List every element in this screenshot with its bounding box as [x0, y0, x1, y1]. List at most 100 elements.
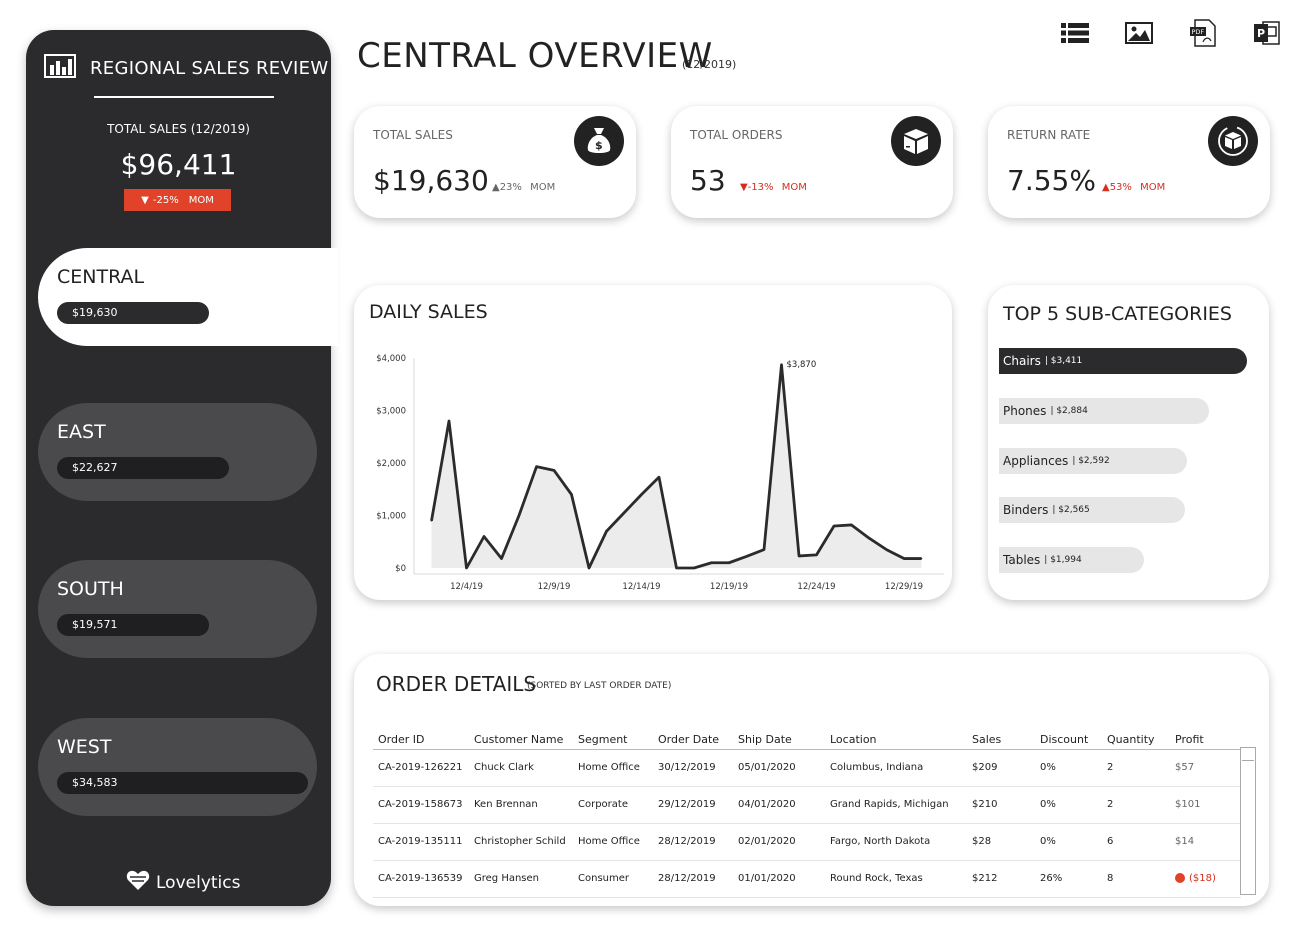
column-header[interactable]: Ship Date — [733, 731, 825, 750]
pdf-icon[interactable]: PDF — [1186, 18, 1220, 48]
cell-discount: 26% — [1035, 860, 1102, 898]
column-header[interactable]: Customer Name — [469, 731, 573, 750]
column-header[interactable]: Sales — [967, 731, 1035, 750]
cell-ship-date: 05/01/2020 — [733, 749, 825, 787]
cell-quantity: 2 — [1102, 786, 1170, 824]
list-icon[interactable] — [1058, 18, 1092, 48]
down-triangle-icon: ▼ — [141, 194, 149, 206]
cell-quantity: 8 — [1102, 860, 1170, 898]
cell-segment: Consumer — [573, 860, 653, 898]
cell-profit: ($18) — [1170, 860, 1241, 898]
top-subcategories-title: TOP 5 SUB-CATEGORIES — [1003, 303, 1232, 325]
scrollbar-thumb[interactable] — [1242, 749, 1254, 761]
bar-category-label: Binders — [1003, 503, 1049, 517]
column-header[interactable]: Location — [825, 731, 967, 750]
delta-suffix: MOM — [188, 194, 214, 206]
cell-customer: Ken Brennan — [469, 786, 573, 824]
kpi-card-return-rate: RETURN RATE 7.55% ▲53% MOM — [988, 106, 1270, 218]
order-details-subtitle: (SORTED BY LAST ORDER DATE) — [527, 681, 672, 691]
column-header[interactable]: Order Date — [653, 731, 733, 750]
cell-sales: $210 — [967, 786, 1035, 824]
column-header[interactable]: Order ID — [373, 731, 469, 750]
region-card-south[interactable]: SOUTH $19,571 — [38, 560, 317, 658]
cell-sales: $212 — [967, 860, 1035, 898]
kpi-value: 53 — [690, 164, 726, 197]
data-point — [780, 364, 783, 366]
svg-text:P: P — [1257, 27, 1265, 40]
series-area — [431, 364, 922, 568]
money-bag-icon: $ — [574, 116, 624, 166]
y-tick-label: $4,000 — [376, 354, 406, 364]
powerpoint-icon[interactable]: P — [1250, 18, 1284, 48]
kpi-card-total-orders: TOTAL ORDERS 53 ▼-13% MOM — [671, 106, 953, 218]
cell-customer: Christopher Schild — [469, 823, 573, 861]
bar-chairs[interactable]: Chairs | $3,411 — [999, 348, 1247, 374]
column-header[interactable]: Discount — [1035, 731, 1102, 750]
data-point — [763, 548, 765, 551]
kpi-delta: ▲23% MOM — [492, 182, 555, 193]
daily-sales-chart: $0 $1,000 $2,000 $3,000 $4,000 12/4/19 12/9/19… — [376, 354, 944, 592]
region-card-central[interactable]: CENTRAL $19,630 — [38, 248, 338, 346]
bar-binders[interactable]: Binders | $2,565 — [999, 497, 1186, 523]
region-sales-pill: $22,627 — [57, 457, 229, 479]
svg-text:PDF: PDF — [1192, 28, 1205, 36]
kpi-delta: ▼-13% MOM — [740, 182, 807, 193]
column-header[interactable]: Quantity — [1102, 731, 1170, 750]
column-header[interactable]: Segment — [573, 731, 653, 750]
cell-order-date: 28/12/2019 — [653, 823, 733, 861]
return-box-icon — [1208, 116, 1258, 166]
order-table: Order ID Customer Name Segment Order Dat… — [373, 731, 1241, 898]
cell-segment: Corporate — [573, 786, 653, 824]
data-point — [693, 567, 695, 569]
data-point — [815, 554, 818, 556]
data-point — [675, 567, 678, 569]
cell-sales: $28 — [967, 823, 1035, 861]
region-sales-pill: $34,583 — [57, 772, 308, 794]
table-row[interactable]: CA-2019-158673 Ken Brennan Corporate 29/… — [373, 786, 1241, 824]
region-sales-pill: $19,571 — [57, 614, 209, 636]
cell-sales: $209 — [967, 749, 1035, 787]
region-card-east[interactable]: EAST $22,627 — [38, 403, 317, 501]
x-tick-label: 12/4/19 — [450, 582, 483, 592]
region-name: WEST — [57, 736, 112, 758]
svg-text:$: $ — [595, 139, 603, 152]
data-point — [728, 561, 730, 564]
cell-segment: Home Office — [573, 823, 653, 861]
kpi-delta: ▲53% MOM — [1102, 182, 1165, 193]
region-name: SOUTH — [57, 578, 124, 600]
data-point — [605, 530, 608, 533]
total-sales-value: $96,411 — [120, 148, 237, 181]
cell-order-date: 29/12/2019 — [653, 786, 733, 824]
cell-ship-date: 02/01/2020 — [733, 823, 825, 861]
cell-order-id: CA-2019-158673 — [373, 786, 469, 824]
logo-text: Lovelytics — [156, 872, 241, 893]
peak-data-label: $3,870 — [787, 360, 817, 370]
bar-value-label: | $2,884 — [1050, 406, 1088, 416]
x-tick-label: 12/14/19 — [622, 582, 660, 592]
data-point — [710, 561, 713, 564]
column-header[interactable]: Profit — [1170, 731, 1241, 750]
cell-order-date: 30/12/2019 — [653, 749, 733, 787]
data-point — [623, 512, 625, 514]
x-tick-label: 12/24/19 — [797, 582, 835, 592]
cell-discount: 0% — [1035, 786, 1102, 824]
x-tick-label: 12/9/19 — [538, 582, 571, 592]
kpi-label: RETURN RATE — [1007, 128, 1091, 142]
page-date: (12/2019) — [682, 58, 737, 71]
total-sales-delta-badge: ▼ -25% MOM — [124, 189, 231, 211]
table-header-row: Order ID Customer Name Segment Order Dat… — [373, 731, 1241, 750]
image-icon[interactable] — [1122, 18, 1156, 48]
table-row[interactable]: CA-2019-135111 Christopher Schild Home O… — [373, 823, 1241, 861]
cell-discount: 0% — [1035, 749, 1102, 787]
bar-phones[interactable]: Phones | $2,884 — [999, 398, 1209, 424]
region-card-west[interactable]: WEST $34,583 — [38, 718, 317, 816]
cell-profit: $57 — [1170, 749, 1241, 787]
table-row[interactable]: CA-2019-136539 Greg Hansen Consumer 28/1… — [373, 860, 1241, 898]
table-row[interactable]: CA-2019-126221 Chuck Clark Home Office 3… — [373, 749, 1241, 787]
box-icon — [891, 116, 941, 166]
table-scrollbar[interactable] — [1240, 747, 1256, 895]
bar-appliances[interactable]: Appliances | $2,592 — [999, 448, 1188, 474]
bar-tables[interactable]: Tables | $1,994 — [999, 547, 1144, 573]
data-point — [640, 493, 643, 496]
data-point — [535, 465, 538, 468]
